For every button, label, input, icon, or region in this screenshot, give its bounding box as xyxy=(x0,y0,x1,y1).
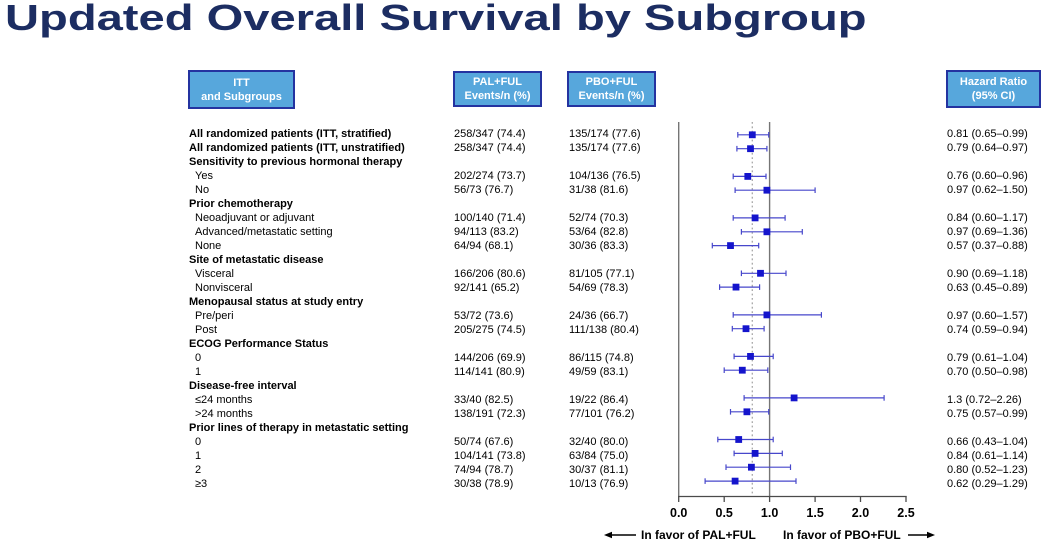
svg-text:2.0: 2.0 xyxy=(852,506,869,520)
svg-text:0.5: 0.5 xyxy=(716,506,733,520)
svg-text:1.0: 1.0 xyxy=(761,506,778,520)
svg-text:In favor of PBO+FUL: In favor of PBO+FUL xyxy=(783,528,901,542)
svg-text:0.0: 0.0 xyxy=(670,506,687,520)
svg-text:In favor of PAL+FUL: In favor of PAL+FUL xyxy=(641,528,756,542)
svg-text:1.5: 1.5 xyxy=(806,506,823,520)
svg-text:2.5: 2.5 xyxy=(897,506,914,520)
